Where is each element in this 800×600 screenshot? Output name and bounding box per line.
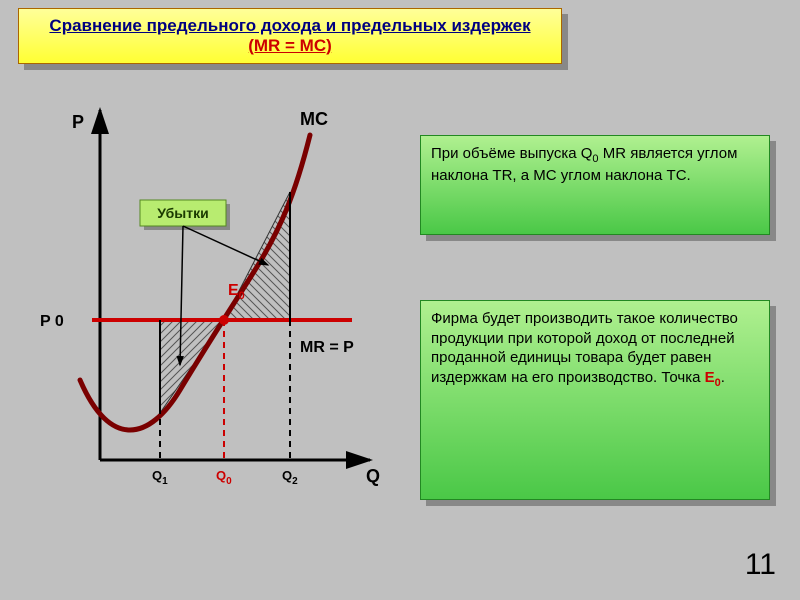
chart-container: PQP 0MR = PMCQ1Q0Q2E0Убытки xyxy=(30,80,400,520)
svg-text:Q1: Q1 xyxy=(152,468,168,487)
svg-text:Убытки: Убытки xyxy=(157,205,208,221)
svg-text:Q0: Q0 xyxy=(216,468,232,487)
page-number: 11 xyxy=(745,548,776,582)
explain-box-2: Фирма будет производить такое количество… xyxy=(420,300,770,500)
svg-text:MR = P: MR = P xyxy=(300,339,354,356)
svg-text:P: P xyxy=(72,112,84,132)
economics-chart: PQP 0MR = PMCQ1Q0Q2E0Убытки xyxy=(30,80,400,520)
svg-text:P 0: P 0 xyxy=(40,313,64,330)
svg-text:Q2: Q2 xyxy=(282,468,298,487)
title-line1: Сравнение предельного дохода и предельны… xyxy=(49,16,530,36)
explain-box-1: При объёме выпуска Q0 MR является углом … xyxy=(420,135,770,235)
title-box: Сравнение предельного дохода и предельны… xyxy=(18,8,562,64)
svg-text:MC: MC xyxy=(300,109,328,129)
svg-text:Q: Q xyxy=(366,466,380,486)
title-line2: (MR = MC) xyxy=(248,36,332,56)
